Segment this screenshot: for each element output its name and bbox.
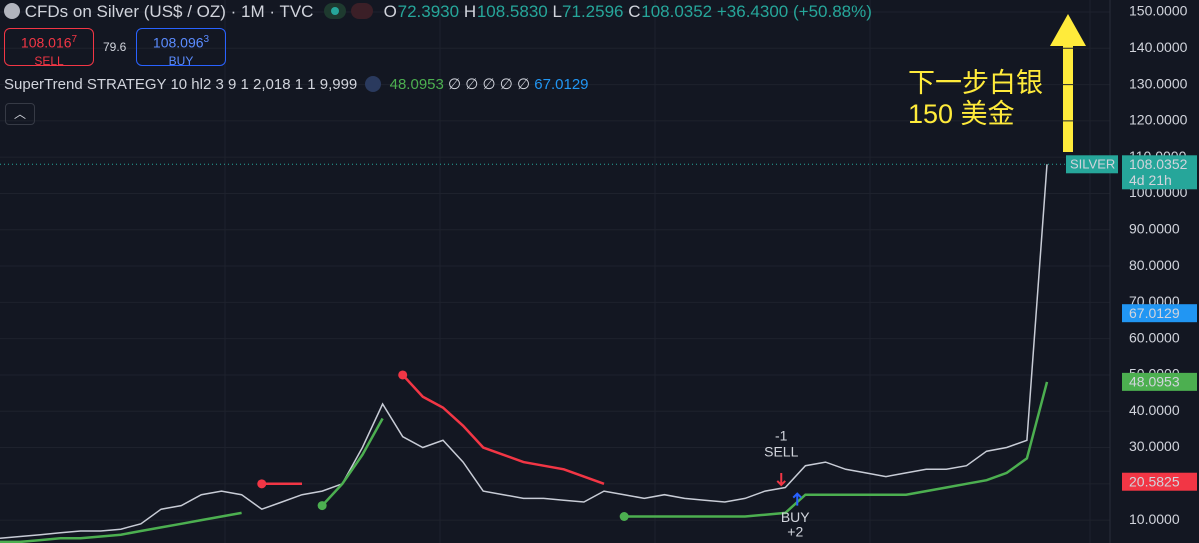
- indicator-value: 67.0129: [534, 76, 589, 93]
- buy-button[interactable]: 108.0963 BUY: [136, 28, 226, 68]
- indicator-name[interactable]: SuperTrend STRATEGY 10 hl2 3 9 1 2,018 1…: [4, 76, 358, 93]
- annotation-line: 下一步白银: [908, 68, 1043, 98]
- ohlc-key: H: [463, 2, 477, 21]
- empty-value: ∅: [482, 76, 496, 93]
- empty-value: ∅: [517, 76, 531, 93]
- y-tick-label: 30.0000: [1129, 438, 1180, 454]
- price-badge: [1122, 304, 1197, 323]
- trade-qty: -1: [775, 427, 788, 443]
- sell-digit: 7: [71, 34, 78, 45]
- collapse-button[interactable]: ︿: [5, 103, 35, 125]
- ohlc: O 72.3930 H 108.5830 L 71.2596 C 108.035…: [384, 2, 717, 21]
- market-status: [324, 3, 347, 19]
- ohlc-value: 71.2596: [562, 2, 624, 21]
- buy-price: 108.096: [152, 34, 204, 51]
- header: CFDs on Silver (US$ / OZ) · 1M · TVC O 7…: [4, 2, 872, 22]
- y-tick-label: 10.0000: [1129, 511, 1180, 527]
- ohlc-value: 72.3930: [397, 2, 460, 21]
- flip-dot: [398, 370, 408, 380]
- arrow: [1050, 14, 1086, 152]
- price-label: 48.0953: [1129, 374, 1180, 390]
- y-tick-label: 90.0000: [1129, 220, 1180, 236]
- sell-price: 108.016: [20, 34, 72, 51]
- price-label: 20.5825: [1129, 473, 1180, 489]
- price-label: 108.0352: [1129, 156, 1188, 172]
- indicator-icon: [365, 76, 382, 92]
- y-tick-label: 120.0000: [1129, 112, 1188, 128]
- trade-label: BUY: [781, 509, 810, 525]
- flip-dot: [619, 512, 629, 522]
- price-label: 67.0129: [1129, 305, 1180, 321]
- empty-value: ∅: [499, 76, 513, 93]
- flip-dot: [317, 501, 327, 511]
- supertrend-line: [261, 374, 605, 486]
- trade-qty: +2: [787, 524, 803, 540]
- vertical-grid: [224, 0, 1091, 543]
- price-badge: [1122, 155, 1197, 190]
- change: +36.4300 (+50.88%): [716, 2, 872, 21]
- ohlc-key: L: [552, 2, 562, 21]
- flip-dot: [257, 479, 267, 489]
- y-tick-label: 80.0000: [1129, 257, 1180, 273]
- sell-arrow: [776, 472, 786, 487]
- data-status: [350, 3, 373, 19]
- spread: 79.6: [103, 40, 127, 54]
- indicator-value: 48.0953: [389, 76, 444, 93]
- y-tick-label: 130.0000: [1129, 75, 1188, 91]
- annotation-line: 150 美金: [908, 99, 1015, 129]
- y-tick-label: 60.0000: [1129, 329, 1180, 345]
- trade-label: SELL: [764, 444, 798, 460]
- y-tick-label: 40.0000: [1129, 402, 1180, 418]
- empty-value: ∅: [465, 76, 479, 93]
- buy-digit: 3: [203, 34, 210, 45]
- symbol-label: SILVER: [1070, 157, 1115, 172]
- ohlc-value: 108.5830: [476, 2, 548, 21]
- supertrend-line: [0, 381, 1049, 543]
- indicator-empties: ∅ ∅ ∅ ∅ ∅: [448, 76, 534, 93]
- price-badge: [1122, 372, 1197, 391]
- symbol[interactable]: CFDs on Silver (US$ / OZ) · 1M · TVC: [24, 2, 314, 21]
- sell-button[interactable]: 108.0167 SELL: [4, 28, 94, 68]
- annotation: 下一步白银 150 美金: [908, 68, 1043, 130]
- logo: [4, 3, 20, 19]
- buy-label: BUY: [168, 53, 194, 68]
- ohlc-key: O: [383, 2, 397, 21]
- price-badge: [1122, 472, 1197, 491]
- ohlc-value: 108.0352: [641, 2, 713, 21]
- ohlc-key: C: [628, 2, 641, 21]
- y-tick-label: 140.0000: [1129, 39, 1188, 55]
- symbol-badge: [1066, 155, 1118, 174]
- countdown: 4d 21h: [1129, 172, 1172, 188]
- y-tick-label: 150.0000: [1129, 3, 1188, 19]
- price-line: [0, 164, 1048, 540]
- sell-label: SELL: [34, 53, 64, 68]
- indicator: SuperTrend STRATEGY 10 hl2 3 9 1 2,018 1…: [4, 75, 589, 93]
- empty-value: ∅: [448, 76, 462, 93]
- buy-arrow: [792, 492, 802, 506]
